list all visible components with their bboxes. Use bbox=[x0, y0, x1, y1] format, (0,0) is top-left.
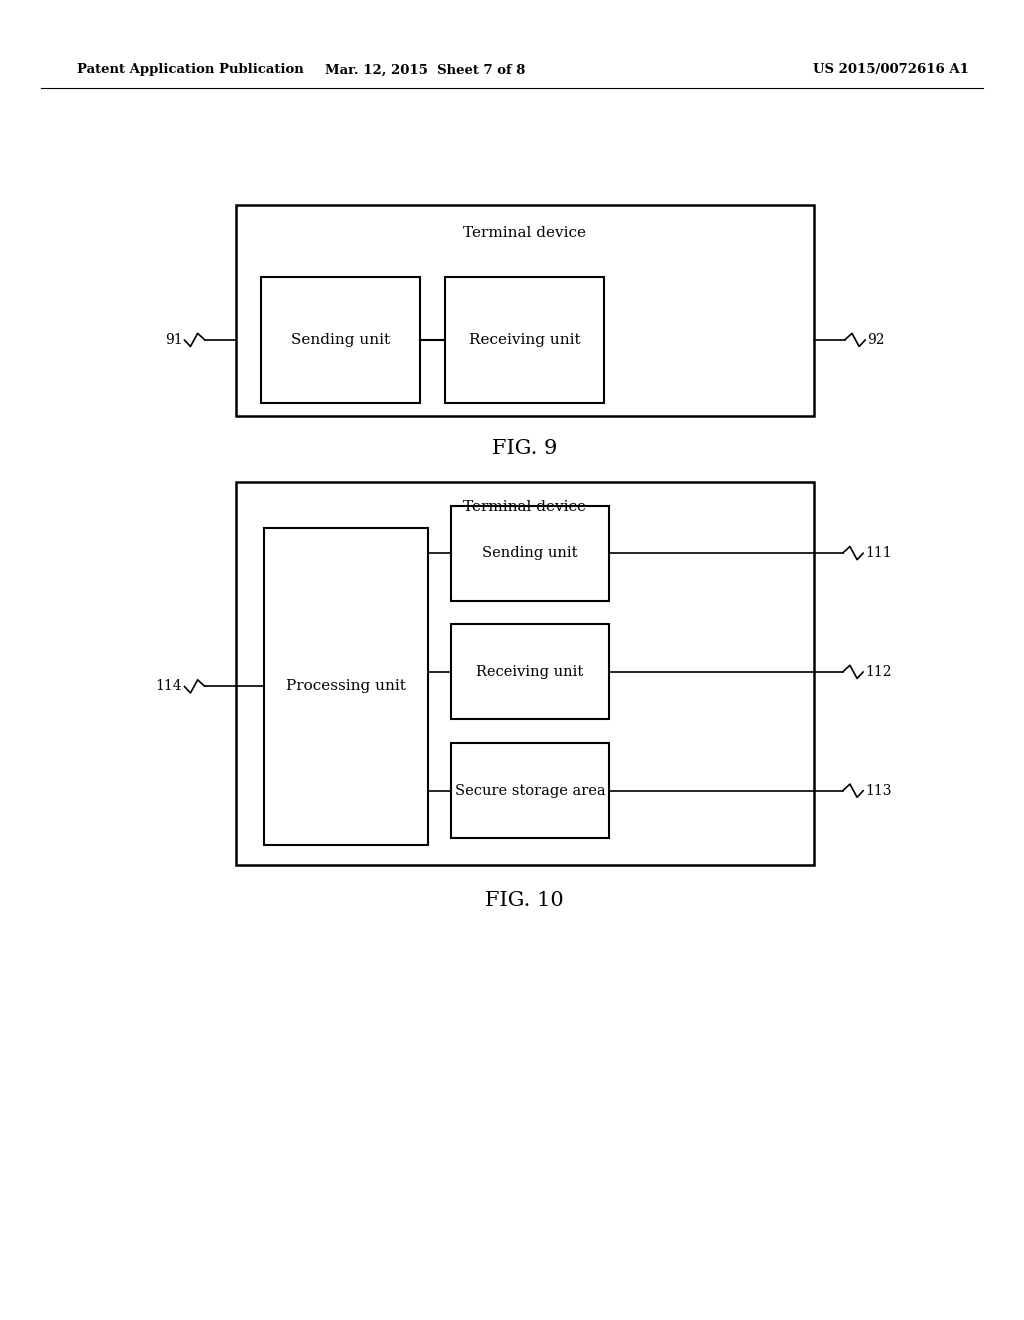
FancyBboxPatch shape bbox=[236, 482, 814, 865]
Text: Terminal device: Terminal device bbox=[463, 226, 587, 240]
Text: Sending unit: Sending unit bbox=[482, 546, 578, 560]
Text: 92: 92 bbox=[867, 333, 885, 347]
Text: Patent Application Publication: Patent Application Publication bbox=[77, 63, 303, 77]
FancyBboxPatch shape bbox=[445, 277, 604, 403]
Text: Secure storage area: Secure storage area bbox=[455, 784, 605, 797]
Text: Receiving unit: Receiving unit bbox=[476, 665, 584, 678]
Text: FIG. 9: FIG. 9 bbox=[492, 440, 557, 458]
FancyBboxPatch shape bbox=[261, 277, 420, 403]
FancyBboxPatch shape bbox=[264, 528, 428, 845]
Text: Terminal device: Terminal device bbox=[463, 500, 587, 515]
Text: Mar. 12, 2015  Sheet 7 of 8: Mar. 12, 2015 Sheet 7 of 8 bbox=[325, 63, 525, 77]
Text: 112: 112 bbox=[865, 665, 892, 678]
Text: Sending unit: Sending unit bbox=[291, 333, 390, 347]
Text: Processing unit: Processing unit bbox=[286, 680, 407, 693]
Text: US 2015/0072616 A1: US 2015/0072616 A1 bbox=[813, 63, 969, 77]
Text: FIG. 10: FIG. 10 bbox=[485, 891, 563, 909]
Text: 111: 111 bbox=[865, 546, 892, 560]
Text: 91: 91 bbox=[165, 333, 182, 347]
FancyBboxPatch shape bbox=[451, 743, 609, 838]
FancyBboxPatch shape bbox=[451, 624, 609, 719]
Text: 113: 113 bbox=[865, 784, 892, 797]
FancyBboxPatch shape bbox=[236, 205, 814, 416]
Text: Receiving unit: Receiving unit bbox=[469, 333, 581, 347]
FancyBboxPatch shape bbox=[451, 506, 609, 601]
Text: 114: 114 bbox=[156, 680, 182, 693]
